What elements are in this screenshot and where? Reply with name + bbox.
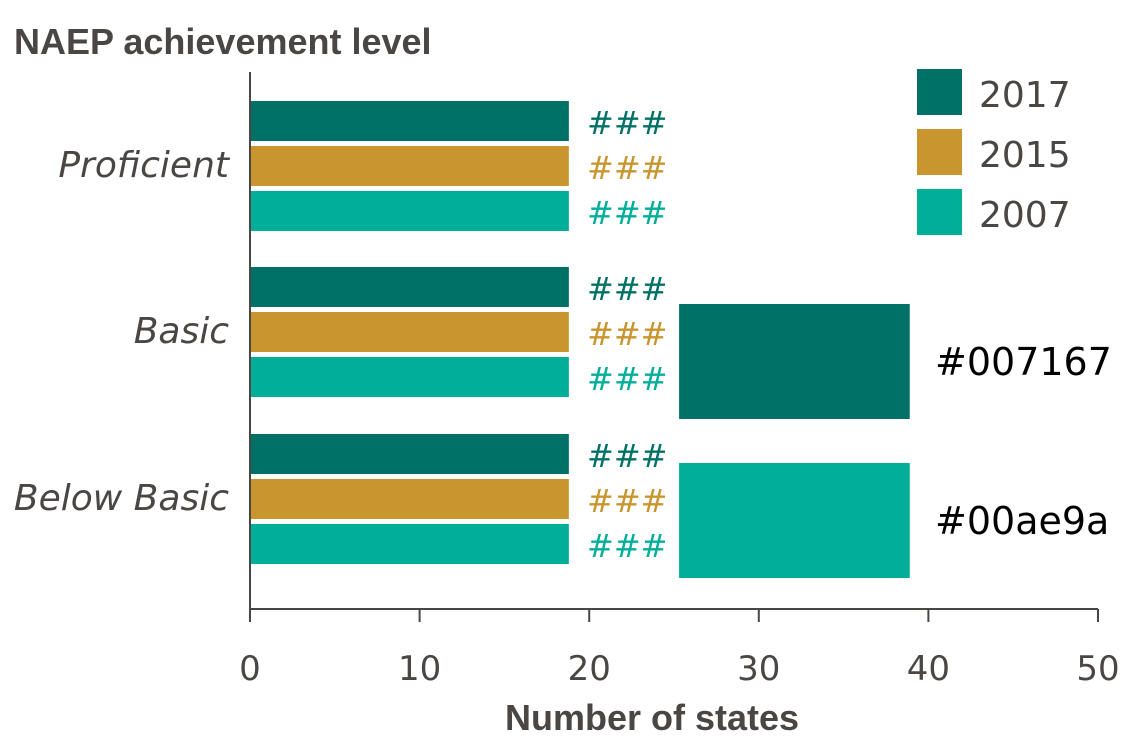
legend-label-2017: 2017 [979,75,1071,116]
color-swatch-0 [679,304,910,419]
x-tick-label-20: 20 [568,649,611,689]
bar-2007-basic [250,357,569,397]
bar-2017-below-basic [250,434,569,474]
data-label-2017-basic: ### [587,270,667,308]
bar-2007-below-basic [250,524,569,564]
data-label-2017-below-basic: ### [587,437,667,475]
bar-2017-basic [250,267,569,307]
data-label-2007-proficient: ### [587,194,667,232]
x-tick-label-40: 40 [907,649,950,689]
bar-2015-below-basic [250,479,569,519]
data-label-2015-below-basic: ### [587,482,667,520]
category-label-below-basic: Below Basic [14,478,229,519]
data-label-2007-basic: ### [587,360,667,398]
data-label-2015-proficient: ### [587,149,667,187]
data-label-2015-basic: ### [587,315,667,353]
legend-swatch-2007 [917,189,962,235]
bar-2015-proficient [250,146,569,186]
chart-title: NAEP achievement level [14,21,432,62]
data-label-2007-below-basic: ### [587,527,667,565]
x-tick-label-10: 10 [398,649,441,689]
bar-2007-proficient [250,191,569,231]
category-label-proficient: Proficient [58,145,231,186]
color-swatch-label-0: #007167 [935,340,1112,384]
legend-swatch-2015 [917,129,962,175]
bar-2015-basic [250,312,569,352]
legend-label-2007: 2007 [979,195,1071,236]
x-axis-label: Number of states [505,697,799,738]
legend-label-2015: 2015 [979,135,1071,176]
category-label-basic: Basic [134,311,230,352]
x-tick-label-30: 30 [737,649,780,689]
color-swatch-label-1: #00ae9a [935,499,1109,543]
x-tick-label-0: 0 [239,649,261,689]
data-label-2017-proficient: ### [587,104,667,142]
legend-swatch-2017 [917,69,962,115]
bar-2017-proficient [250,101,569,141]
color-swatch-1 [679,463,910,578]
x-tick-label-50: 50 [1076,649,1119,689]
